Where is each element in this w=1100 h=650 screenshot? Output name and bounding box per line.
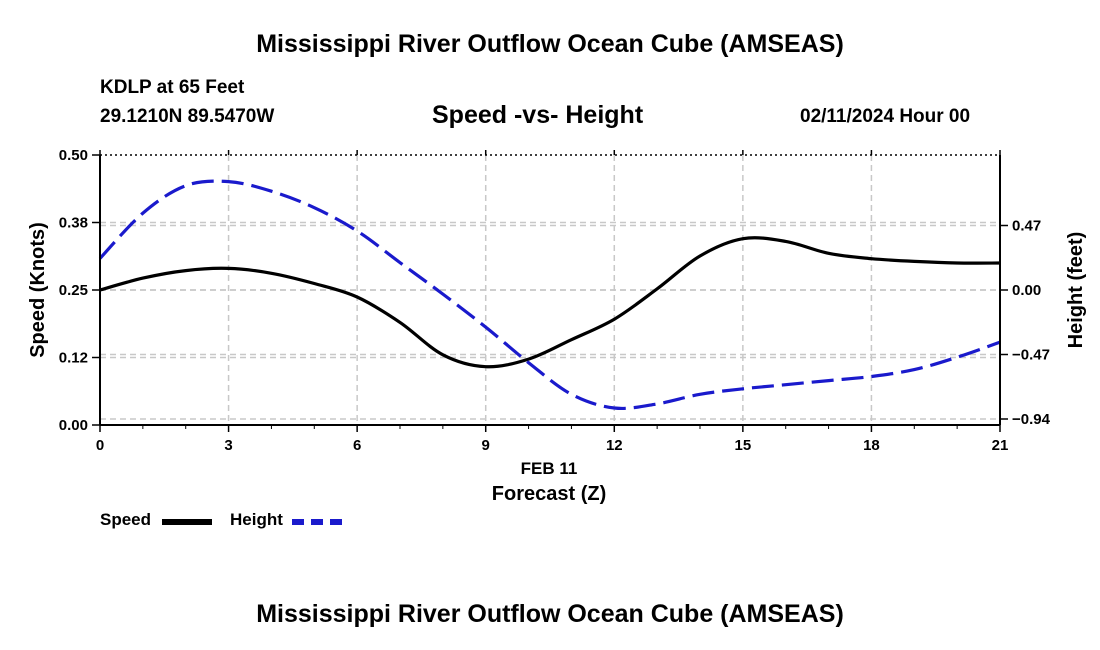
station-label: KDLP at 65 Feet [100,77,245,98]
legend-speed-label: Speed [100,510,152,529]
y-left-tick-label: 0.50 [59,147,88,164]
legend-speed-swatch [162,519,212,525]
speed-series-line [99,236,1001,369]
x-tick-label: 3 [224,437,232,454]
y-left-tick-label: 0.12 [59,350,88,367]
y-left-tick-label: 0.38 [59,215,88,232]
y-axis-right-label: Height (feet) [1065,232,1087,349]
y-right-tick-label: 0.47 [1012,218,1041,235]
x-axis-date-label: FEB 11 [521,459,578,478]
y-right-tick-label: 0.00 [1012,282,1041,299]
height-series-line [98,179,1001,410]
y-left-tick-label: 0.00 [59,417,88,434]
x-tick-label: 6 [353,437,361,454]
x-tick-label: 12 [606,437,623,454]
x-tick-label: 21 [992,437,1009,454]
legend-height-label: Height [230,510,283,529]
y-left-tick-label: 0.25 [59,282,88,299]
x-tick-label: 15 [735,437,752,454]
x-tick-label: 0 [96,437,104,454]
datetime-label: 02/11/2024 Hour 00 [800,106,971,127]
chart-title-bottom: Mississippi River Outflow Ocean Cube (AM… [256,600,844,628]
y-right-tick-label: −0.47 [1012,347,1050,364]
y-right-tick-label: −0.94 [1012,411,1051,428]
plot-title: Speed -vs- Height [432,101,644,129]
coordinates-label: 29.1210N 89.5470W [100,106,275,127]
x-axis-label: Forecast (Z) [492,483,606,505]
x-tick-label: 18 [863,437,880,454]
chart-title-top: Mississippi River Outflow Ocean Cube (AM… [256,30,844,58]
legend-height-swatch [292,519,342,525]
x-tick-label: 9 [482,437,490,454]
y-axis-left-label: Speed (Knots) [27,222,49,358]
